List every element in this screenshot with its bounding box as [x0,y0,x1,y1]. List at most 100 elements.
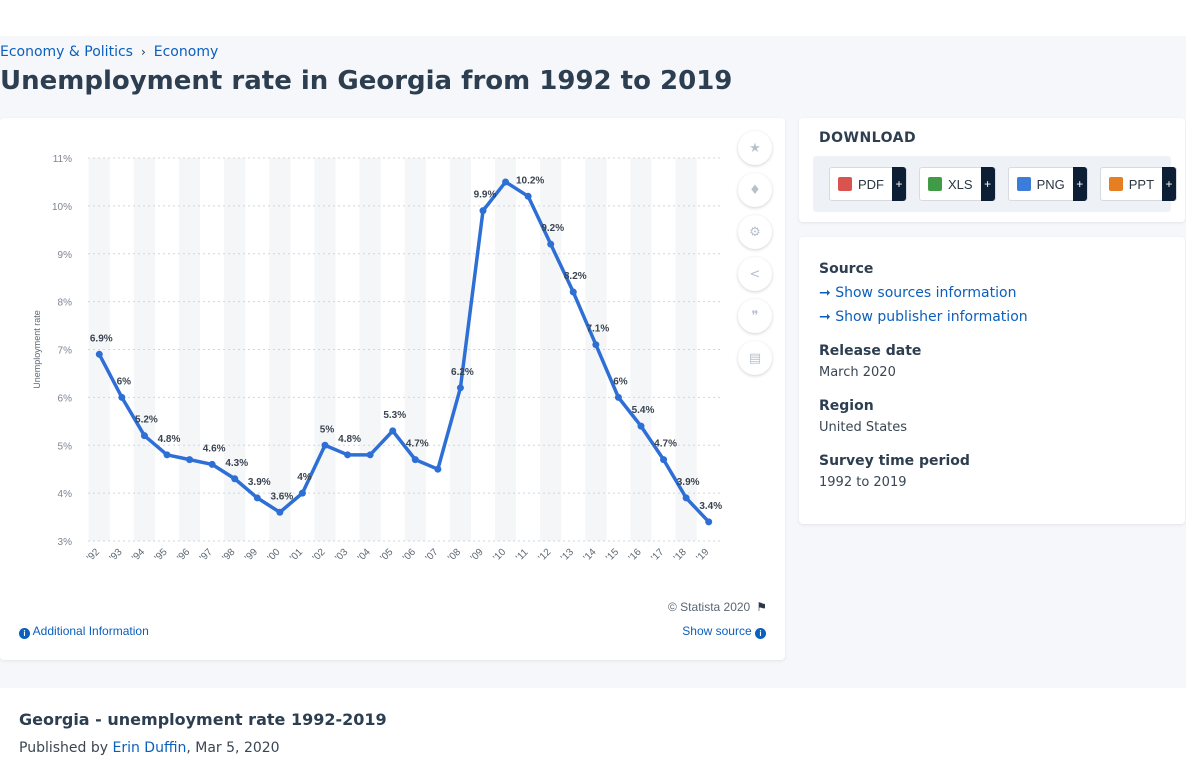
show-sources-link[interactable]: ➞ Show sources information [819,285,1016,301]
print-icon[interactable]: ▤ [738,341,772,375]
data-label: 10.2% [516,175,544,186]
data-point[interactable] [434,465,442,473]
data-point[interactable] [411,456,419,464]
y-tick-label: 10% [52,202,72,213]
x-tick-label: '96 [175,546,192,563]
data-point[interactable] [95,350,103,358]
data-point[interactable] [344,451,352,459]
x-tick-label: '19 [694,546,711,563]
y-tick-label: 3% [58,537,73,548]
column-band [449,158,472,541]
xls-icon [928,177,942,191]
additional-info-link[interactable]: i Additional Information [19,624,149,639]
data-point[interactable] [660,456,668,464]
download-ppt-button[interactable]: PPT + [1099,167,1178,201]
x-tick-label: '09 [469,546,486,563]
data-label: 4.7% [654,439,677,450]
data-point[interactable] [592,341,600,349]
additional-info-label: Additional Information [32,624,149,638]
show-publisher-link[interactable]: ➞ Show publisher information [819,309,1028,325]
data-point[interactable] [118,393,126,401]
data-point[interactable] [208,460,216,468]
data-point[interactable] [524,192,532,200]
star-icon[interactable]: ★ [738,131,772,165]
x-tick-label: '99 [243,546,260,563]
column-band [675,158,697,541]
data-point[interactable] [569,288,577,296]
statista-credit: © Statista 2020 ⚑ [668,600,767,614]
data-point[interactable] [253,494,261,502]
page-title: Unemployment rate in Georgia from 1992 t… [0,66,733,96]
bell-icon[interactable]: ♦ [738,173,772,207]
breadcrumb-economy[interactable]: Economy [153,44,219,60]
data-label: 9.2% [541,223,564,234]
download-card: DOWNLOAD PDF + XLS + PNG + PPT + [799,118,1185,222]
data-point[interactable] [163,451,171,459]
chart-card: 3% 4% 5% 6% 7% 8% 9% 10% 11% Unemployment rate '92… [0,118,785,660]
quote-icon[interactable]: ❞ [738,299,772,333]
y-tick-label: 9% [58,250,73,261]
x-tick-label: '07 [424,546,441,563]
data-label: 5% [320,424,335,435]
x-tick-label: '15 [604,546,621,563]
y-tick-label: 4% [58,489,73,500]
data-point[interactable] [547,240,555,248]
download-xls-button[interactable]: XLS + [919,167,996,201]
description-title: Georgia - unemployment rate 1992-2019 [19,710,387,729]
ppt-icon [1108,177,1123,191]
data-label: 3.9% [677,477,700,488]
release-date-value: March 2020 [819,365,896,380]
data-point[interactable] [186,456,194,464]
y-tick-label: 6% [58,393,73,404]
info-icon: i [755,628,766,639]
show-source-label: Show source [682,624,752,638]
data-point[interactable] [366,451,374,459]
download-png-label: PNG [1036,176,1065,192]
column-band [494,158,517,541]
data-point[interactable] [705,518,713,526]
plus-icon: + [892,167,906,201]
x-tick-label: '02 [311,546,328,563]
flag-icon[interactable]: ⚑ [756,600,767,614]
x-tick-label: '98 [220,546,237,563]
data-point[interactable] [682,494,690,502]
data-label: 9.9% [474,190,497,201]
gear-icon[interactable]: ⚙ [738,215,772,249]
data-point[interactable] [389,427,397,435]
y-tick-label: 8% [58,298,73,309]
download-xls-label: XLS [948,176,973,192]
x-tick-label: '92 [85,546,102,563]
data-point[interactable] [502,178,510,186]
data-point[interactable] [614,393,622,401]
data-label: 4.8% [338,434,361,445]
data-point[interactable] [140,432,148,440]
author-link[interactable]: Erin Duffin [112,740,187,756]
download-png-button[interactable]: PNG + [1007,167,1088,201]
data-label: 6% [117,376,132,387]
data-label: 8.2% [564,271,587,282]
download-buttons: PDF + XLS + PNG + PPT + [813,156,1178,212]
data-point[interactable] [298,489,306,497]
x-tick-label: '12 [536,546,553,563]
data-label: 7.1% [586,324,609,335]
data-point[interactable] [321,441,329,449]
top-bar [0,0,1186,36]
x-tick-label: '16 [627,546,644,563]
data-point[interactable] [231,475,239,483]
x-tick-label: '93 [108,546,125,563]
plus-icon: + [1072,167,1087,201]
data-label: 3.6% [270,491,293,502]
x-tick-label: '00 [266,546,283,563]
data-label: 4.8% [158,434,181,445]
plus-icon: + [980,167,995,201]
data-point[interactable] [479,207,487,215]
show-source-link[interactable]: Show source i [682,624,766,639]
breadcrumb-economy-politics[interactable]: Economy & Politics [0,44,133,60]
download-pdf-button[interactable]: PDF + [829,167,907,201]
data-point[interactable] [637,422,645,430]
data-point[interactable] [456,384,464,392]
data-point[interactable] [276,508,284,516]
x-tick-label: '94 [130,546,147,563]
y-tick-label: 11% [53,154,72,165]
share-icon[interactable]: < [738,257,772,291]
